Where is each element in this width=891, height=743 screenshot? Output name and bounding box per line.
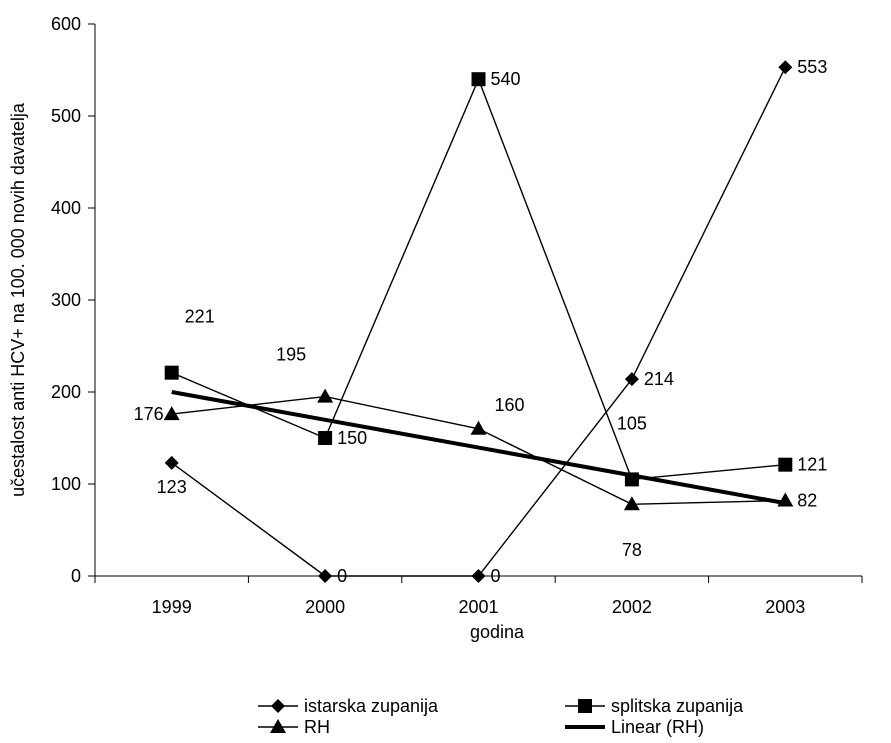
- triangle-marker: [623, 496, 640, 511]
- series-line-linear-rh: [171, 390, 786, 506]
- legend-square-icon: [578, 699, 592, 713]
- square-marker: [164, 365, 179, 380]
- legend-label: RH: [304, 717, 330, 737]
- triangle-marker: [163, 406, 180, 421]
- diamond-marker: [471, 569, 486, 583]
- y-axis-title: učestalost anti HCV+ na 100. 000 novih d…: [8, 102, 28, 497]
- x-axis-title: godina: [470, 622, 525, 642]
- data-label: 214: [644, 369, 674, 389]
- legend-label: Linear (RH): [611, 717, 704, 737]
- data-label: 540: [491, 69, 521, 89]
- data-label: 123: [157, 477, 187, 497]
- diamond-marker: [318, 569, 333, 583]
- diamond-marker: [164, 455, 179, 470]
- legend-triangle-icon: [270, 719, 286, 733]
- square-marker: [624, 472, 639, 487]
- data-label: 195: [276, 345, 306, 365]
- series-markers: [163, 60, 794, 583]
- x-tick-label: 2000: [305, 597, 345, 617]
- data-label: 0: [491, 566, 501, 586]
- data-label: 176: [134, 404, 164, 424]
- x-tick-label: 1999: [152, 597, 192, 617]
- data-label: 221: [185, 307, 215, 327]
- legend: istarska zupanija splitska zupanija RH Line…: [258, 696, 744, 737]
- y-tick-label: 100: [51, 474, 81, 494]
- y-tick-label: 500: [51, 106, 81, 126]
- triangle-marker: [470, 420, 487, 435]
- data-label: 121: [797, 455, 827, 475]
- data-label: 105: [617, 413, 647, 433]
- square-marker: [318, 431, 333, 445]
- data-label: 553: [797, 57, 827, 77]
- x-tick-label: 2003: [765, 597, 805, 617]
- data-label: 82: [797, 491, 817, 511]
- diamond-marker: [778, 60, 793, 75]
- data-label: 0: [337, 566, 347, 586]
- data-label: 160: [495, 395, 525, 415]
- x-tick-label: 2002: [612, 597, 652, 617]
- square-marker: [778, 457, 793, 472]
- data-labels: 123 0 0 214 553 221 150 540 105 121 176 195 160 78 82: [134, 57, 828, 586]
- y-tick-label: 400: [51, 198, 81, 218]
- legend-label: istarska zupanija: [304, 696, 439, 716]
- data-label: 78: [622, 540, 642, 560]
- y-tick-label: 0: [71, 566, 81, 586]
- y-tick-label: 300: [51, 290, 81, 310]
- axes: 0 100 200 300 400 500 600 1999 2000 2001 2002 2003: [51, 14, 863, 617]
- data-label: 150: [337, 428, 367, 448]
- x-tick-label: 2001: [458, 597, 498, 617]
- diamond-marker: [624, 372, 639, 387]
- series-line-splitska-zupanija: [171, 77, 786, 481]
- legend-diamond-icon: [271, 699, 285, 713]
- y-tick-label: 600: [51, 14, 81, 34]
- triangle-marker: [777, 492, 794, 507]
- triangle-marker: [317, 388, 334, 403]
- series-lines: [171, 66, 786, 577]
- series-line-istarska-zupanija: [171, 66, 786, 577]
- legend-label: splitska zupanija: [611, 696, 744, 716]
- y-tick-label: 200: [51, 382, 81, 402]
- square-marker: [471, 72, 486, 87]
